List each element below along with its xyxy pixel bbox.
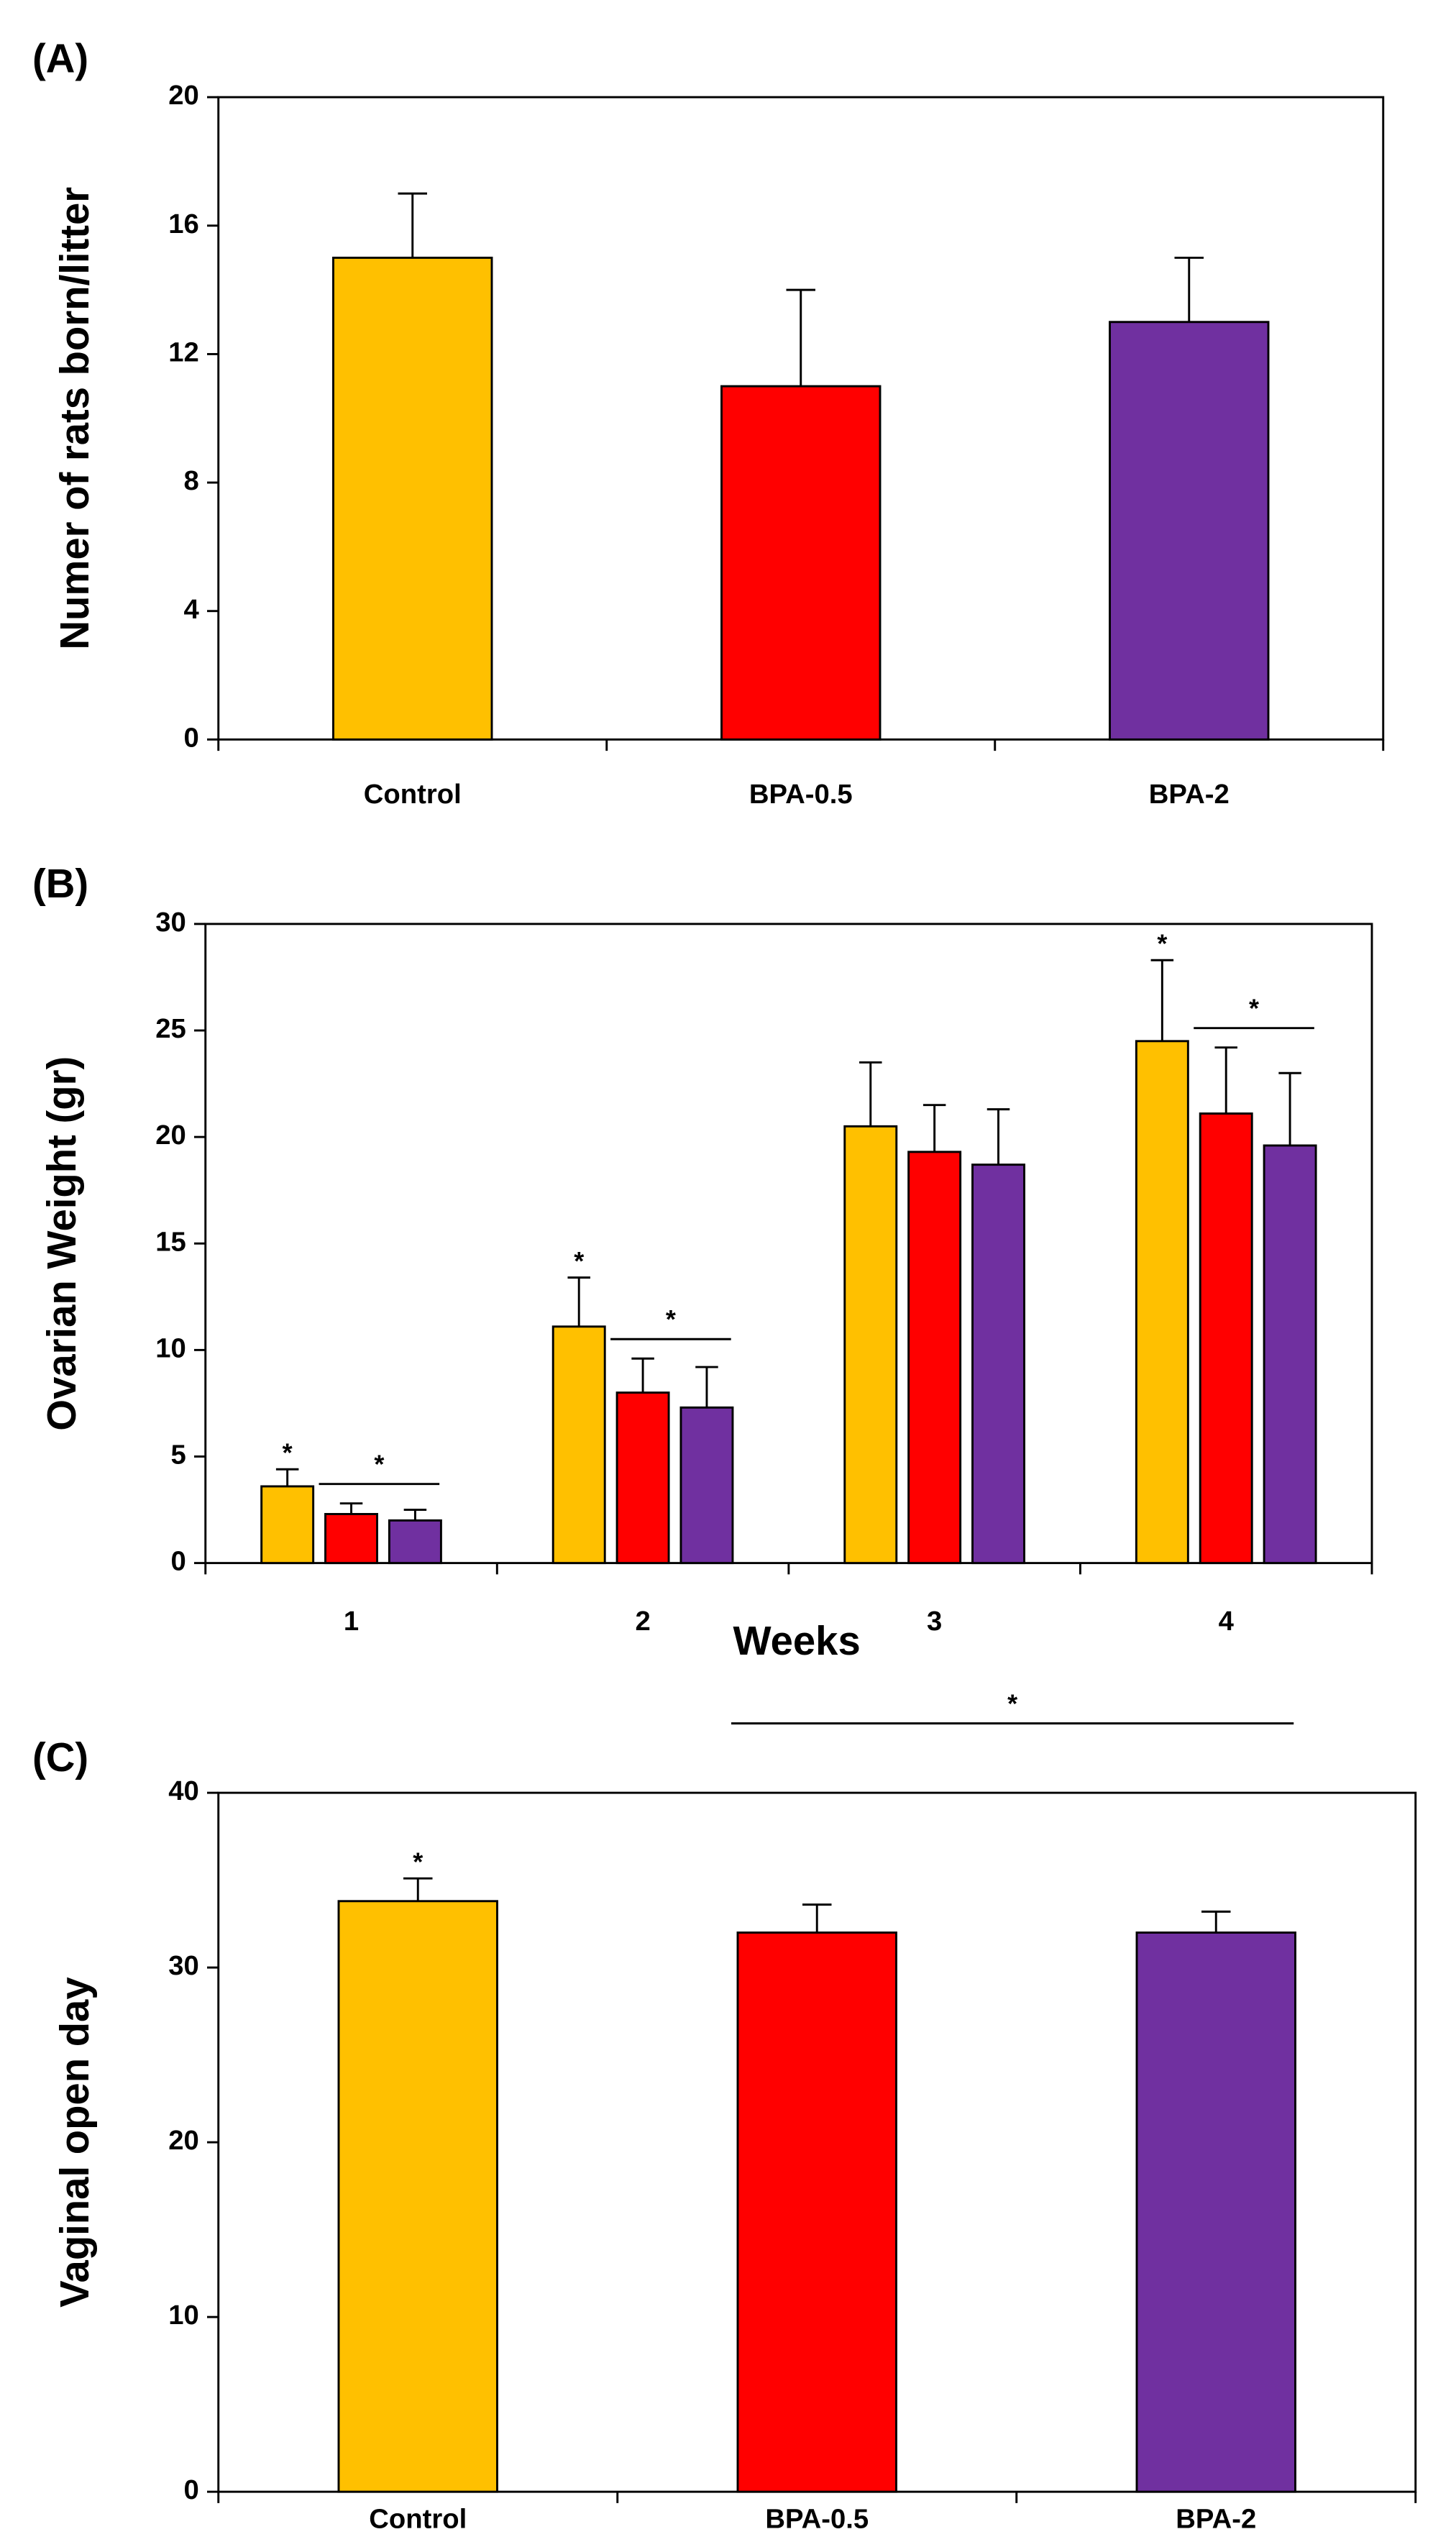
bar bbox=[615, 1391, 670, 1565]
panel-label: (B) bbox=[32, 861, 88, 906]
bar bbox=[324, 1513, 378, 1565]
y-axis-label: Numer of rats born/litter bbox=[52, 187, 97, 650]
x-tick-label: 2 bbox=[635, 1606, 650, 1637]
bar bbox=[332, 256, 493, 741]
x-tick-label: 4 bbox=[1219, 1606, 1235, 1637]
y-tick-label: 20 bbox=[168, 80, 199, 111]
significance-star: * bbox=[413, 1847, 423, 1876]
y-tick-label: 20 bbox=[155, 1120, 186, 1151]
significance-star: * bbox=[574, 1246, 584, 1276]
y-tick-label: 40 bbox=[168, 1775, 199, 1806]
panel-label: (C) bbox=[32, 1734, 88, 1780]
y-tick-label: 30 bbox=[155, 907, 186, 938]
bar bbox=[1135, 1931, 1296, 2493]
y-tick-label: 15 bbox=[155, 1226, 186, 1257]
significance-star: * bbox=[283, 1438, 293, 1468]
y-tick-label: 0 bbox=[170, 1546, 186, 1577]
bar bbox=[260, 1485, 315, 1565]
bar bbox=[551, 1325, 606, 1565]
x-tick-label: BPA-2 bbox=[1149, 779, 1230, 810]
y-tick-label: 8 bbox=[183, 465, 198, 496]
x-tick-label: BPA-0.5 bbox=[749, 779, 853, 810]
bar bbox=[1135, 1040, 1189, 1565]
x-tick-label: BPA-0.5 bbox=[765, 2504, 869, 2535]
significance-star: * bbox=[1249, 993, 1259, 1023]
bar bbox=[1199, 1112, 1253, 1565]
significance-star: * bbox=[1007, 1688, 1017, 1718]
bar bbox=[736, 1931, 897, 2493]
x-tick-label: Control bbox=[369, 2504, 467, 2535]
bar bbox=[337, 1900, 498, 2493]
y-tick-label: 30 bbox=[168, 1950, 199, 1981]
y-tick-label: 5 bbox=[170, 1440, 186, 1471]
y-axis-label: Vaginal open day bbox=[52, 1977, 97, 2308]
bar bbox=[720, 385, 882, 741]
y-tick-label: 0 bbox=[183, 2474, 198, 2505]
y-tick-label: 4 bbox=[183, 594, 199, 625]
bar bbox=[679, 1406, 734, 1565]
significance-star: * bbox=[666, 1304, 676, 1334]
bar bbox=[907, 1151, 962, 1565]
bar bbox=[843, 1125, 898, 1565]
x-tick-label: BPA-2 bbox=[1176, 2504, 1256, 2535]
x-tick-label: 1 bbox=[344, 1606, 359, 1637]
significance-star: * bbox=[1157, 929, 1167, 959]
bar bbox=[1109, 321, 1270, 741]
y-tick-label: 20 bbox=[168, 2125, 199, 2156]
significance-star: * bbox=[374, 1449, 384, 1478]
bar bbox=[1263, 1144, 1317, 1565]
y-tick-label: 10 bbox=[168, 2300, 199, 2331]
y-tick-label: 10 bbox=[155, 1332, 186, 1363]
x-tick-label: Control bbox=[364, 779, 462, 810]
panel-label: (A) bbox=[32, 35, 88, 81]
y-axis-label: Ovarian Weight (gr) bbox=[39, 1056, 84, 1431]
bar bbox=[388, 1519, 442, 1565]
bar bbox=[971, 1163, 1025, 1565]
y-tick-label: 25 bbox=[155, 1013, 186, 1044]
y-tick-label: 16 bbox=[168, 209, 199, 239]
x-tick-label: 3 bbox=[927, 1606, 942, 1637]
y-tick-label: 0 bbox=[183, 722, 198, 753]
y-tick-label: 12 bbox=[168, 337, 199, 368]
x-axis-label: Weeks bbox=[733, 1618, 861, 1663]
